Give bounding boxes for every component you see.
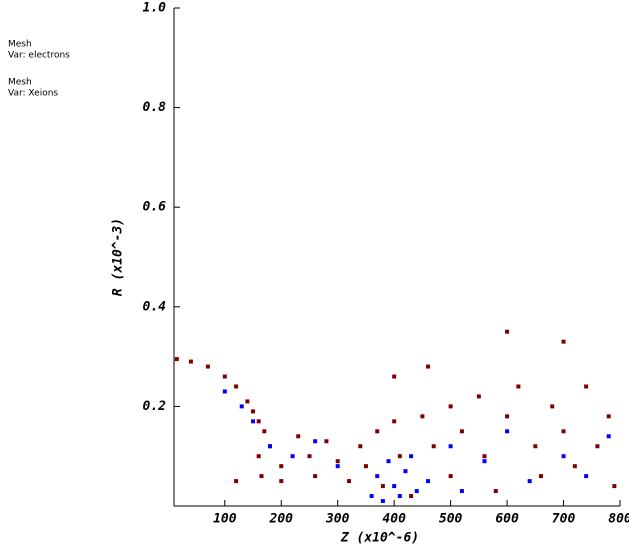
point <box>251 419 256 424</box>
point <box>256 454 261 459</box>
point <box>234 479 239 484</box>
point <box>426 364 431 369</box>
x-tick-label: 600 <box>495 512 519 527</box>
point <box>493 489 498 494</box>
point <box>222 374 227 379</box>
point <box>538 474 543 479</box>
y-tick-label: 1.0 <box>143 1 167 16</box>
y-tick-label: 0.8 <box>143 100 167 115</box>
point <box>245 399 250 404</box>
point <box>606 414 611 419</box>
point <box>296 434 301 439</box>
point <box>358 444 363 449</box>
point <box>595 444 600 449</box>
point <box>380 499 385 504</box>
point <box>482 459 487 464</box>
x-tick-label: 800 <box>608 512 629 527</box>
y-tick-label: 0.2 <box>143 399 167 414</box>
point <box>584 384 589 389</box>
point <box>459 429 464 434</box>
point <box>414 489 419 494</box>
point <box>347 479 352 484</box>
x-tick-label: 100 <box>213 512 237 527</box>
point <box>505 414 510 419</box>
point <box>251 409 256 414</box>
point <box>205 364 210 369</box>
point <box>572 464 577 469</box>
point <box>561 429 566 434</box>
point <box>324 439 329 444</box>
point <box>505 429 510 434</box>
point <box>363 464 368 469</box>
y-axis-label: R (x10^-3) <box>111 218 126 296</box>
point <box>533 444 538 449</box>
point <box>409 494 414 499</box>
legend-entry: Var: Xeions <box>8 89 58 99</box>
point <box>505 329 510 334</box>
x-tick-label: 300 <box>325 512 350 527</box>
point <box>279 479 284 484</box>
point <box>234 384 239 389</box>
legend-title: Mesh <box>8 40 32 50</box>
point <box>561 339 566 344</box>
point <box>369 494 374 499</box>
point <box>375 474 380 479</box>
point <box>188 359 193 364</box>
point <box>386 459 391 464</box>
point <box>307 454 312 459</box>
point <box>448 474 453 479</box>
point <box>527 479 532 484</box>
point <box>403 469 408 474</box>
point <box>392 374 397 379</box>
point <box>409 454 414 459</box>
point <box>313 439 318 444</box>
legend-entry: Var: electrons <box>8 51 70 61</box>
point <box>313 474 318 479</box>
point <box>392 484 397 489</box>
point <box>420 414 425 419</box>
x-tick-label: 200 <box>269 512 294 527</box>
y-tick-label: 0.4 <box>143 299 167 314</box>
point <box>448 444 453 449</box>
point <box>426 479 431 484</box>
point <box>279 464 284 469</box>
x-tick-label: 500 <box>439 512 463 527</box>
point <box>448 404 453 409</box>
y-tick-label: 0.6 <box>143 200 167 215</box>
point <box>561 454 566 459</box>
x-axis-label: Z (x10^-6) <box>340 531 419 546</box>
point <box>267 444 272 449</box>
point <box>550 404 555 409</box>
point <box>397 494 402 499</box>
point <box>259 474 264 479</box>
x-tick-label: 700 <box>552 512 576 527</box>
point <box>256 419 261 424</box>
point <box>584 474 589 479</box>
point <box>239 404 244 409</box>
point <box>290 454 295 459</box>
point <box>476 394 481 399</box>
x-tick-label: 400 <box>382 512 406 527</box>
point <box>375 429 380 434</box>
legend-title: Mesh <box>8 78 32 88</box>
point <box>392 419 397 424</box>
point <box>335 459 340 464</box>
point <box>431 444 436 449</box>
point <box>516 384 521 389</box>
point <box>222 389 227 394</box>
point <box>262 429 267 434</box>
point <box>380 484 385 489</box>
point <box>606 434 611 439</box>
point <box>174 357 179 362</box>
point <box>612 484 617 489</box>
point <box>335 464 340 469</box>
point <box>482 454 487 459</box>
point <box>459 489 464 494</box>
point <box>397 454 402 459</box>
